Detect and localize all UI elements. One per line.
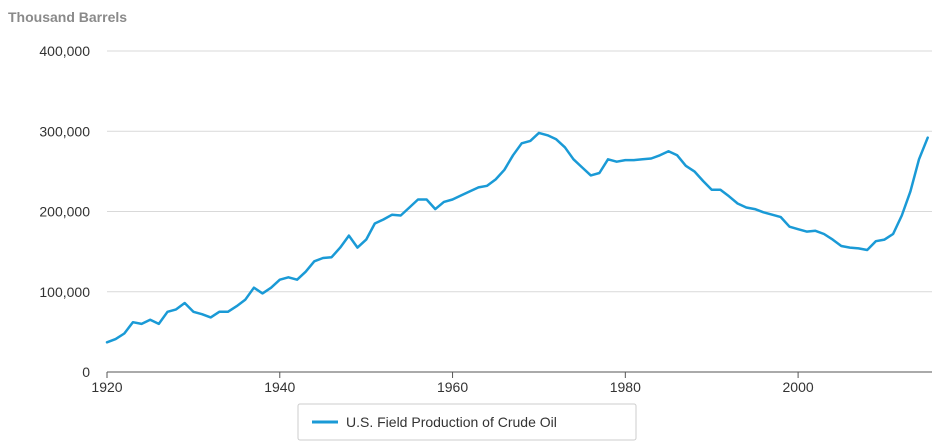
x-tick-label: 1940 (264, 379, 295, 395)
y-tick-label: 400,000 (39, 43, 90, 59)
legend[interactable]: U.S. Field Production of Crude Oil (297, 403, 637, 441)
legend-label-crude-oil: U.S. Field Production of Crude Oil (346, 414, 557, 430)
gridlines (107, 50, 932, 373)
y-axis-unit-label: Thousand Barrels (8, 9, 127, 25)
x-axis: 1920 1940 1960 1980 2000 (91, 372, 814, 395)
y-tick-label: 0 (82, 364, 90, 380)
y-tick-label: 300,000 (39, 123, 90, 139)
x-tick-label: 1960 (437, 379, 468, 395)
y-tick-label: 200,000 (39, 204, 90, 220)
x-tick-label: 1920 (91, 379, 122, 395)
legend-box (297, 403, 637, 441)
y-axis: 0 100,000 200,000 300,000 400,000 (39, 43, 90, 380)
series-line-0 (105, 131, 929, 344)
series-layer (105, 131, 929, 344)
y-tick-label: 100,000 (39, 284, 90, 300)
x-tick-label: 2000 (783, 379, 814, 395)
x-tick-label: 1980 (610, 379, 641, 395)
